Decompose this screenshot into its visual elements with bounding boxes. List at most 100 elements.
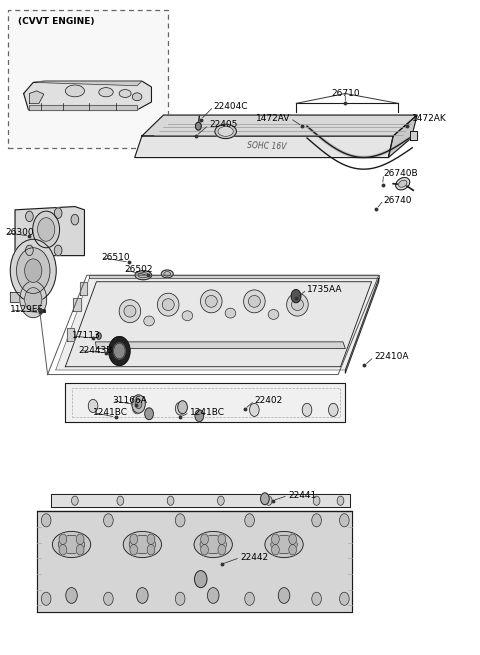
Circle shape xyxy=(145,408,154,420)
Ellipse shape xyxy=(265,531,303,557)
Circle shape xyxy=(88,400,98,413)
Text: 22442: 22442 xyxy=(240,553,268,562)
Circle shape xyxy=(218,534,226,544)
Polygon shape xyxy=(345,278,379,373)
Text: 26300: 26300 xyxy=(5,228,34,237)
Ellipse shape xyxy=(123,531,161,557)
Text: 22443B: 22443B xyxy=(79,346,113,355)
Circle shape xyxy=(312,514,322,527)
Text: 1129EF: 1129EF xyxy=(10,305,44,314)
Circle shape xyxy=(328,403,338,417)
Polygon shape xyxy=(15,206,84,255)
Ellipse shape xyxy=(271,535,297,553)
Ellipse shape xyxy=(243,290,265,313)
Circle shape xyxy=(272,544,279,555)
Circle shape xyxy=(245,514,254,527)
Circle shape xyxy=(33,211,60,248)
Circle shape xyxy=(132,401,142,414)
Circle shape xyxy=(217,496,224,505)
Polygon shape xyxy=(29,91,44,103)
Circle shape xyxy=(178,401,187,414)
Circle shape xyxy=(135,400,142,409)
Circle shape xyxy=(37,217,55,241)
Circle shape xyxy=(54,208,62,218)
Ellipse shape xyxy=(225,309,236,318)
Circle shape xyxy=(130,544,138,555)
Circle shape xyxy=(25,211,33,221)
Ellipse shape xyxy=(129,535,156,553)
Polygon shape xyxy=(89,275,379,278)
Circle shape xyxy=(96,333,101,339)
Circle shape xyxy=(54,245,62,255)
Ellipse shape xyxy=(396,178,410,190)
Circle shape xyxy=(147,544,155,555)
Ellipse shape xyxy=(119,90,131,98)
FancyBboxPatch shape xyxy=(8,10,168,148)
Polygon shape xyxy=(96,342,345,348)
Circle shape xyxy=(195,122,201,130)
Circle shape xyxy=(201,544,208,555)
Text: SOHC 16V: SOHC 16V xyxy=(247,141,286,152)
Polygon shape xyxy=(73,298,81,311)
Ellipse shape xyxy=(205,295,217,307)
Text: 26740: 26740 xyxy=(384,196,412,204)
Circle shape xyxy=(278,588,290,603)
Polygon shape xyxy=(51,494,350,507)
Polygon shape xyxy=(388,115,417,158)
Circle shape xyxy=(132,395,145,413)
Ellipse shape xyxy=(138,272,149,278)
Text: 1472AV: 1472AV xyxy=(256,114,290,123)
Circle shape xyxy=(25,245,33,255)
Text: 22410A: 22410A xyxy=(374,352,408,362)
Circle shape xyxy=(302,403,312,417)
Ellipse shape xyxy=(200,535,227,553)
Circle shape xyxy=(109,337,130,365)
Text: 1472AK: 1472AK xyxy=(412,114,447,123)
Text: 1241BC: 1241BC xyxy=(190,408,225,417)
Ellipse shape xyxy=(287,293,308,316)
Circle shape xyxy=(10,239,56,302)
Circle shape xyxy=(289,544,297,555)
Circle shape xyxy=(16,248,50,293)
Circle shape xyxy=(167,496,174,505)
Circle shape xyxy=(20,281,47,318)
Circle shape xyxy=(71,214,79,225)
Circle shape xyxy=(175,402,185,415)
Text: (CVVT ENGINE): (CVVT ENGINE) xyxy=(18,17,95,26)
Ellipse shape xyxy=(291,299,303,310)
Circle shape xyxy=(339,592,349,605)
Ellipse shape xyxy=(132,93,142,101)
Circle shape xyxy=(114,343,125,359)
Text: 1241BC: 1241BC xyxy=(93,408,128,417)
Circle shape xyxy=(137,588,148,603)
Text: 22405: 22405 xyxy=(209,121,237,130)
Circle shape xyxy=(117,496,124,505)
Ellipse shape xyxy=(162,299,174,310)
Circle shape xyxy=(59,534,67,544)
Ellipse shape xyxy=(119,300,141,323)
Ellipse shape xyxy=(268,310,279,320)
Circle shape xyxy=(250,403,259,417)
Polygon shape xyxy=(142,115,417,136)
Ellipse shape xyxy=(144,316,155,326)
Polygon shape xyxy=(56,278,379,370)
Circle shape xyxy=(218,544,226,555)
Text: 22404C: 22404C xyxy=(214,102,248,111)
Circle shape xyxy=(261,493,269,504)
Text: 26510: 26510 xyxy=(101,253,130,262)
Text: 26740B: 26740B xyxy=(384,170,418,178)
Polygon shape xyxy=(135,136,393,158)
Text: 22402: 22402 xyxy=(254,396,283,405)
Polygon shape xyxy=(36,510,352,612)
Ellipse shape xyxy=(99,88,113,97)
Circle shape xyxy=(59,544,67,555)
Polygon shape xyxy=(65,383,345,422)
Circle shape xyxy=(66,588,77,603)
Circle shape xyxy=(76,544,84,555)
Circle shape xyxy=(313,496,320,505)
Circle shape xyxy=(312,592,322,605)
Circle shape xyxy=(147,534,155,544)
Ellipse shape xyxy=(65,85,84,97)
Circle shape xyxy=(289,534,297,544)
Circle shape xyxy=(76,534,84,544)
